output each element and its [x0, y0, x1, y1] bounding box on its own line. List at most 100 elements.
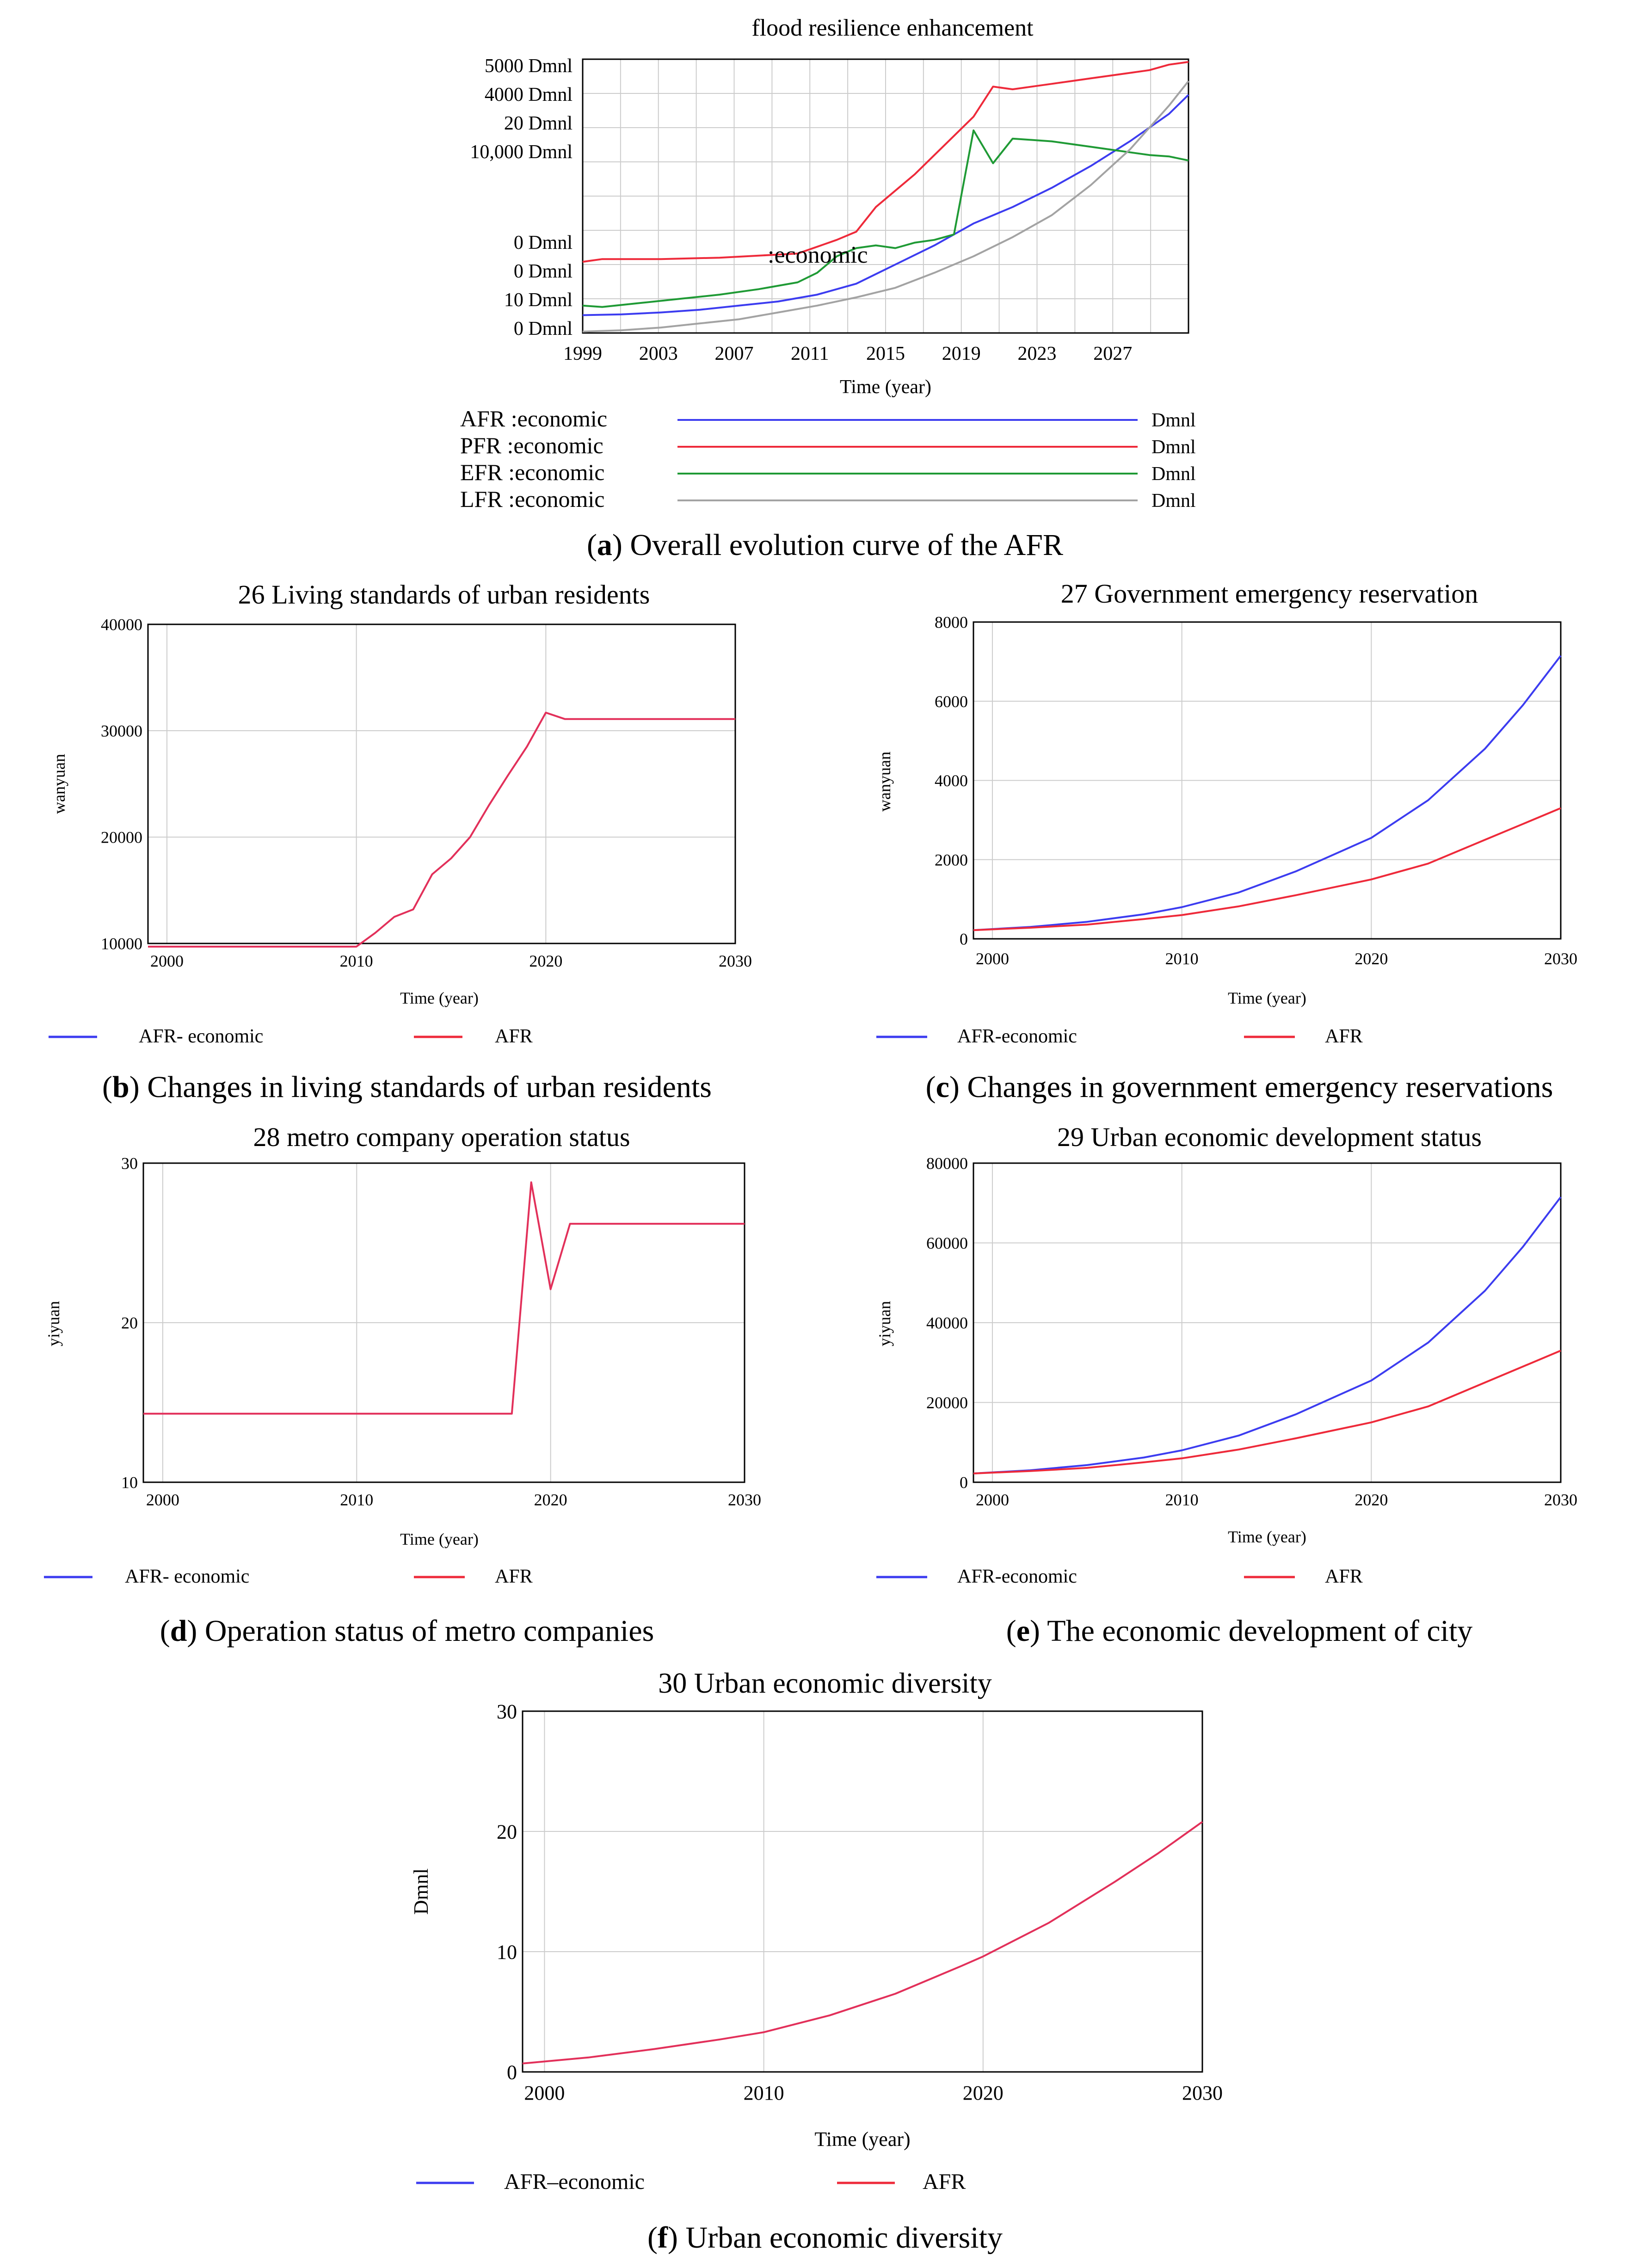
chart-b-x-axis-label: Time (year) [400, 989, 479, 1007]
chart-c-y-tick-label: 0 [960, 930, 968, 949]
caption-c: (c) Changes in government emergency rese… [926, 1070, 1553, 1104]
chart-c-series-group [973, 655, 1562, 931]
chart-e-x-tick-label: 2010 [1165, 1491, 1199, 1509]
chart-f-title: 30 Urban economic diversity [658, 1668, 991, 1699]
chart-a-legend-unit: Dmnl [1151, 437, 1196, 458]
chart-e-plot-frame [973, 1162, 1562, 1483]
chart-e-y-tick-labels: 0 20000 40000 60000 80000 [926, 1154, 968, 1492]
caption-f: (f) Urban economic diversity [647, 2221, 1003, 2255]
chart-a-y-tick-label: 20 Dmnl [504, 113, 573, 134]
chart-c-y-axis-label: wanyuan [875, 752, 894, 812]
chart-f-y-tick-labels: 0 10 20 30 [497, 1700, 517, 2083]
chart-e-y-tick-label: 60000 [926, 1234, 968, 1252]
chart-a-annotation: :economic [768, 242, 868, 268]
chart-e-x-tick-label: 2030 [1544, 1491, 1577, 1509]
chart-d-legend-label: AFR [495, 1566, 533, 1587]
chart-a-legend-label: LFR :economic [460, 486, 604, 512]
chart-b-plot-frame [147, 623, 736, 944]
chart-b-x-tick-label: 2030 [719, 952, 752, 970]
chart-e-y-tick-label: 20000 [926, 1393, 968, 1412]
chart-a-y-tick-label: 5000 Dmnl [485, 55, 573, 77]
chart-d: 28 metro company operation status 102030… [44, 1122, 761, 1587]
chart-a-x-tick-label: 1999 [563, 343, 602, 364]
chart-d-x-tick-label: 2010 [340, 1491, 373, 1509]
chart-e-x-axis-label: Time (year) [1228, 1528, 1306, 1546]
chart-a-legend-unit: Dmnl [1151, 490, 1196, 512]
chart-b: 26 Living standards of urban residents 1… [49, 579, 752, 1047]
chart-c-y-tick-labels: 0 2000 4000 6000 8000 [935, 613, 968, 949]
chart-a-x-tick-label: 2011 [791, 343, 829, 364]
chart-e-legend-label: AFR [1325, 1566, 1363, 1587]
chart-a-legend-label: AFR :economic [460, 406, 607, 431]
chart-e-series-afr [973, 1350, 1561, 1474]
chart-b-y-axis-label: wanyuan [50, 754, 68, 814]
chart-b-x-tick-label: 2010 [340, 952, 373, 970]
chart-e-series-group [973, 1196, 1562, 1474]
chart-b-y-tick-label: 30000 [101, 722, 142, 740]
chart-c-x-axis-label: Time (year) [1228, 989, 1306, 1007]
chart-c-y-tick-label: 6000 [935, 692, 968, 711]
chart-a-x-tick-labels: 1999 2003 2007 2011 2015 2019 2023 2027 [563, 343, 1132, 364]
chart-f-legend-label: AFR [923, 2169, 966, 2194]
chart-c-series-afr-economic [973, 655, 1562, 931]
chart-b-y-tick-labels: 10000 20000 30000 40000 [101, 616, 142, 953]
chart-e: 29 Urban economic development status 0 20… [875, 1122, 1577, 1587]
chart-d-gridlines [143, 1163, 745, 1482]
chart-c-legend-label: AFR [1325, 1026, 1363, 1047]
chart-a: flood resilience enhancement 5000 Dmnl 4… [460, 15, 1196, 512]
chart-c-legend: AFR-economic AFR [876, 1026, 1363, 1047]
chart-a-legend-unit: Dmnl [1151, 410, 1196, 431]
chart-a-legend-unit: Dmnl [1151, 463, 1196, 485]
chart-a-x-tick-label: 2027 [1093, 343, 1132, 364]
chart-d-y-tick-label: 30 [121, 1154, 138, 1173]
chart-c-title: 27 Government emergency reservation [1061, 579, 1478, 609]
chart-a-series-efr-economic [582, 129, 1189, 308]
chart-c-y-tick-label: 4000 [935, 771, 968, 790]
chart-e-y-tick-label: 80000 [926, 1154, 968, 1173]
chart-c-series-afr [973, 807, 1561, 931]
caption-e: (e) The economic development of city [1006, 1614, 1473, 1648]
chart-a-x-axis-label: Time (year) [840, 376, 931, 398]
chart-e-x-tick-label: 2000 [976, 1491, 1009, 1509]
chart-f-y-tick-label: 0 [507, 2061, 517, 2083]
chart-a-series-pfr-economic [582, 61, 1189, 263]
chart-e-legend: AFR-economic AFR [876, 1566, 1363, 1587]
chart-a-y-tick-label: 4000 Dmnl [485, 84, 573, 105]
chart-b-y-tick-label: 20000 [101, 828, 142, 847]
chart-f-plot-frame [522, 1710, 1203, 2073]
caption-d: (d) Operation status of metro companies [160, 1614, 654, 1648]
chart-b-x-tick-label: 2020 [529, 952, 562, 970]
chart-b-series-afr [148, 711, 735, 948]
chart-d-series-group [143, 1181, 745, 1415]
chart-f-legend: AFR–economic AFR [416, 2169, 966, 2194]
chart-f-y-tick-label: 20 [497, 1820, 517, 1843]
chart-b-y-tick-label: 40000 [101, 616, 142, 634]
chart-d-x-tick-labels: 2000 2010 2020 2030 [146, 1491, 761, 1509]
chart-a-x-tick-label: 2023 [1018, 343, 1057, 364]
chart-e-gridlines [973, 1163, 1561, 1482]
chart-e-y-tick-label: 0 [960, 1473, 968, 1492]
chart-b-x-tick-label: 2000 [150, 952, 184, 970]
chart-a-y-tick-label: 0 Dmnl [514, 232, 573, 253]
chart-a-plot-frame [582, 58, 1189, 334]
chart-a-legend-label: PFR :economic [460, 432, 603, 458]
chart-a-title: flood resilience enhancement [751, 15, 1034, 41]
chart-e-y-tick-label: 40000 [926, 1314, 968, 1332]
chart-e-series-afr-economic [973, 1196, 1562, 1474]
chart-c-x-tick-labels: 2000 2010 2020 2030 [976, 949, 1577, 968]
chart-a-y-tick-label: 10,000 Dmnl [470, 142, 573, 163]
chart-b-title: 26 Living standards of urban residents [238, 579, 650, 610]
chart-a-y-tick-label: 0 Dmnl [514, 318, 573, 339]
chart-a-x-tick-label: 2003 [639, 343, 678, 364]
chart-d-plot-frame [142, 1162, 745, 1483]
chart-d-y-axis-label: yiyuan [44, 1301, 63, 1346]
chart-f-y-tick-label: 10 [497, 1941, 517, 1963]
chart-f-x-axis-label: Time (year) [814, 2128, 910, 2151]
chart-c-legend-label: AFR-economic [957, 1026, 1077, 1047]
chart-e-legend-label: AFR-economic [957, 1566, 1077, 1587]
chart-c: 27 Government emergency reservation 0 200… [875, 579, 1577, 1047]
chart-e-x-tick-label: 2020 [1354, 1491, 1388, 1509]
chart-d-x-tick-label: 2000 [146, 1491, 179, 1509]
